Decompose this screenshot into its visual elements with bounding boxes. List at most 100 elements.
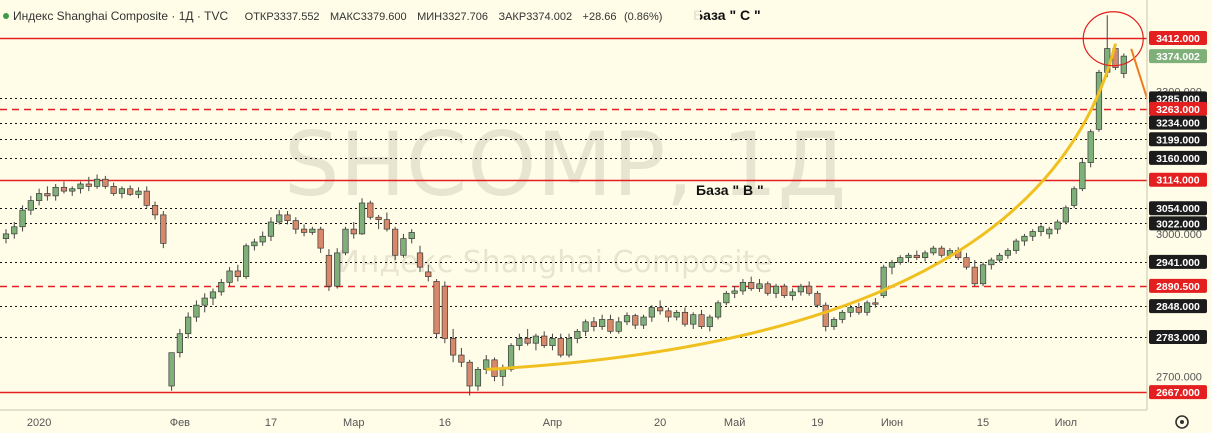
- candle-50: [416, 245, 424, 272]
- candle-128: [1062, 205, 1069, 225]
- candle-31: [259, 231, 266, 246]
- price-label-12: 2848.000: [1149, 299, 1207, 314]
- candle-130: [1079, 157, 1086, 192]
- candle-16: [135, 187, 142, 199]
- candle-body-125: [1037, 226, 1045, 232]
- candle-body-123: [1021, 235, 1028, 242]
- price-label-text-8: 3054.000: [1156, 203, 1200, 215]
- time-axis[interactable]: [0, 409, 1212, 433]
- price-label-1: 3374.002: [1149, 49, 1207, 64]
- close-value: 3374.002: [526, 11, 572, 23]
- candle-71: [590, 317, 597, 332]
- annotation-base-c: База " С ": [693, 7, 761, 23]
- price-label-text-4: 3234.000: [1156, 118, 1200, 130]
- candle-24: [201, 293, 208, 313]
- candle-body-32: [267, 221, 275, 237]
- candle-body-71: [590, 321, 597, 327]
- status-dot-icon: [3, 13, 9, 19]
- candle-45: [375, 214, 382, 230]
- candle-90: [748, 276, 755, 291]
- candle-109: [905, 252, 912, 263]
- candle-66: [549, 333, 556, 351]
- candle-0: [2, 229, 10, 244]
- candle-104: [864, 300, 871, 316]
- candle-body-85: [706, 316, 713, 327]
- candle-body-47: [392, 228, 399, 256]
- parabolic-curve: [486, 43, 1117, 371]
- price-label-text-6: 3160.000: [1156, 153, 1200, 165]
- candle-84: [698, 309, 705, 329]
- candle-19: [160, 211, 167, 249]
- y-tick-0: 2700.000: [1156, 371, 1202, 383]
- time-axis-background: [0, 410, 1212, 433]
- candle-body-17: [143, 190, 150, 206]
- candle-body-119: [988, 259, 995, 266]
- price-label-text-5: 3199.000: [1156, 134, 1200, 146]
- chart-title[interactable]: Индекс Shanghai Composite · 1Д · TVC: [13, 9, 229, 23]
- candle-12: [102, 175, 109, 189]
- x-label-0: 2020: [27, 417, 51, 429]
- candle-body-117: [971, 266, 978, 285]
- candle-131: [1087, 129, 1094, 168]
- candle-69: [574, 328, 581, 344]
- candle-body-97: [806, 285, 813, 294]
- close-label: ЗАКР: [498, 11, 526, 23]
- candle-body-61: [507, 345, 515, 370]
- candle-body-3: [27, 200, 34, 211]
- low-value: 3327.706: [442, 11, 488, 23]
- candle-110: [913, 250, 920, 261]
- candle-body-49: [408, 232, 415, 239]
- candle-body-7: [60, 186, 68, 192]
- candle-body-5: [44, 193, 51, 197]
- candle-73: [607, 314, 614, 334]
- candle-8: [69, 186, 76, 196]
- candle-127: [1054, 219, 1061, 234]
- candle-body-22: [185, 316, 192, 335]
- low-label: МИН: [417, 11, 442, 23]
- candle-68: [565, 333, 573, 358]
- gear-icon: [1175, 415, 1189, 429]
- candle-body-39: [325, 254, 333, 287]
- candle-25: [209, 288, 217, 306]
- candle-body-70: [582, 321, 589, 332]
- candle-body-99: [822, 304, 829, 327]
- candle-body-34: [284, 214, 291, 221]
- candle-body-38: [317, 228, 324, 249]
- price-label-3: 3263.000: [1149, 101, 1207, 116]
- candle-52: [433, 279, 440, 339]
- candle-body-63: [524, 338, 531, 344]
- price-label-text-7: 3114.000: [1156, 175, 1199, 187]
- candle-body-86: [714, 302, 722, 318]
- candle-96: [797, 283, 804, 296]
- settings-button[interactable]: [1175, 415, 1189, 429]
- candle-body-64: [532, 335, 540, 344]
- candle-body-35: [292, 220, 299, 230]
- candle-87: [723, 290, 730, 306]
- candle-body-129: [1071, 188, 1078, 206]
- candle-body-77: [640, 316, 647, 326]
- candle-118: [979, 262, 987, 287]
- candle-32: [267, 217, 275, 242]
- candle-body-108: [897, 257, 904, 263]
- candle-body-36: [300, 228, 308, 233]
- candle-117: [971, 260, 978, 287]
- candle-body-4: [36, 193, 43, 201]
- candle-body-60: [499, 369, 506, 377]
- candle-body-81: [673, 311, 680, 318]
- candle-body-84: [698, 314, 705, 327]
- candle-97: [806, 281, 813, 296]
- candle-21: [176, 328, 183, 358]
- candle-body-12: [102, 178, 109, 187]
- candle-5: [44, 186, 51, 201]
- candle-41: [342, 226, 349, 256]
- candle-body-2: [19, 209, 26, 228]
- candle-body-73: [607, 319, 614, 332]
- candle-body-8: [69, 188, 76, 192]
- candle-27: [226, 267, 233, 287]
- price-label-box-14: [1149, 385, 1207, 400]
- price-label-8: 3054.000: [1149, 201, 1207, 216]
- candle-body-130: [1079, 162, 1086, 190]
- price-label-text-3: 3263.000: [1156, 104, 1200, 116]
- candle-body-25: [209, 291, 217, 299]
